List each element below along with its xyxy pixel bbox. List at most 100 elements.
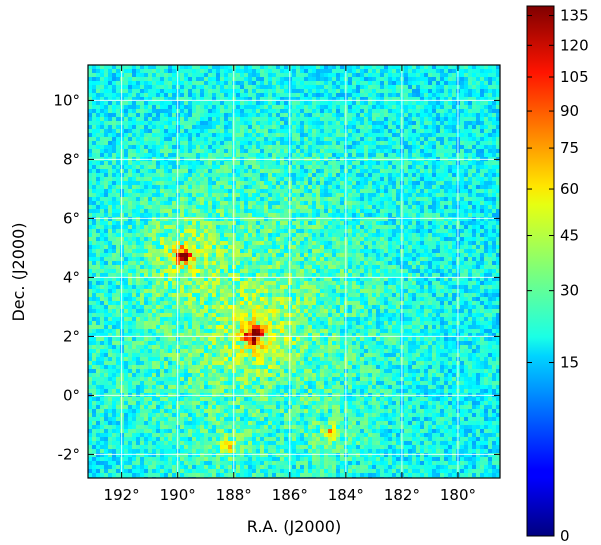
heatmap-cell [448,161,453,166]
heatmap-cell [412,161,417,166]
heatmap-cell [408,137,413,142]
heatmap-cell [420,73,425,78]
heatmap-cell [204,141,209,146]
heatmap-cell [328,113,333,118]
heatmap-cell [212,185,217,190]
heatmap-cell [156,229,161,234]
heatmap-cell [128,121,133,126]
heatmap-cell [420,213,425,218]
heatmap-cell [452,113,457,118]
heatmap-cell [172,109,177,114]
heatmap-cell [300,121,305,126]
heatmap-cell [248,77,253,82]
heatmap-cell [132,217,137,222]
heatmap-cell [308,185,313,190]
heatmap-cell [164,97,169,102]
heatmap-cell [280,73,285,78]
heatmap-cell [428,161,433,166]
heatmap-cell [332,101,337,106]
heatmap-cell [292,229,297,234]
heatmap-cell [284,237,289,242]
heatmap-cell [92,149,97,154]
heatmap-cell [152,233,157,238]
heatmap-cell [136,129,141,134]
heatmap-cell [160,169,165,174]
heatmap-cell [464,229,469,234]
heatmap-cell [172,201,177,206]
heatmap-cell [300,149,305,154]
heatmap-cell [188,81,193,86]
heatmap-cell [428,217,433,222]
heatmap-cell [428,181,433,186]
heatmap-cell [188,101,193,106]
heatmap-cell [296,121,301,126]
heatmap-cell [100,145,105,150]
heatmap-cell [360,85,365,90]
heatmap-cell [132,169,137,174]
heatmap-cell [220,229,225,234]
heatmap-cell [372,217,377,222]
heatmap-cell [336,109,341,114]
heatmap-cell [332,77,337,82]
heatmap-cell [124,113,129,118]
heatmap-cell [444,101,449,106]
heatmap-cell [260,69,265,74]
heatmap-cell [332,197,337,202]
heatmap-cell [364,133,369,138]
heatmap-cell [476,113,481,118]
heatmap-cell [132,225,137,230]
heatmap-cell [128,141,133,146]
heatmap-cell [216,77,221,82]
heatmap-cell [368,201,373,206]
heatmap-cell [96,213,101,218]
heatmap-cell [172,237,177,242]
heatmap-cell [88,245,93,250]
heatmap-cell [228,113,233,118]
heatmap-cell [480,133,485,138]
heatmap-cell [196,197,201,202]
heatmap-cell [228,225,233,230]
heatmap-cell [136,69,141,74]
heatmap-cell [116,205,121,210]
heatmap-cell [296,97,301,102]
heatmap-cell [280,181,285,186]
heatmap-cell [172,97,177,102]
heatmap-cell [120,81,125,86]
heatmap-cell [120,201,125,206]
heatmap-cell [488,189,493,194]
heatmap-cell [452,97,457,102]
heatmap-cell [172,93,177,98]
heatmap-cell [240,241,245,246]
heatmap-cell [340,249,345,254]
heatmap-cell [448,145,453,150]
heatmap-cell [368,177,373,182]
heatmap-cell [124,81,129,86]
heatmap-cell [140,81,145,86]
heatmap-cell [424,77,429,82]
heatmap-cell [284,137,289,142]
heatmap-cell [404,173,409,178]
heatmap-cell [132,233,137,238]
heatmap-cell [320,181,325,186]
heatmap-cell [432,197,437,202]
heatmap-cell [108,253,113,258]
heatmap-cell [460,85,465,90]
heatmap-cell [396,153,401,158]
heatmap-cell [204,253,209,258]
heatmap-cell [100,65,105,70]
heatmap-cell [284,73,289,78]
heatmap-cell [448,237,453,242]
heatmap-cell [328,101,333,106]
heatmap-cell [132,129,137,134]
heatmap-cell [208,213,213,218]
heatmap-cell [240,213,245,218]
heatmap-cell [460,97,465,102]
heatmap-cell [256,225,261,230]
heatmap-cell [368,185,373,190]
heatmap-cell [216,149,221,154]
heatmap-cell [412,89,417,94]
heatmap-cell [96,169,101,174]
heatmap-cell [316,233,321,238]
heatmap-cell [296,217,301,222]
heatmap-cell [380,229,385,234]
